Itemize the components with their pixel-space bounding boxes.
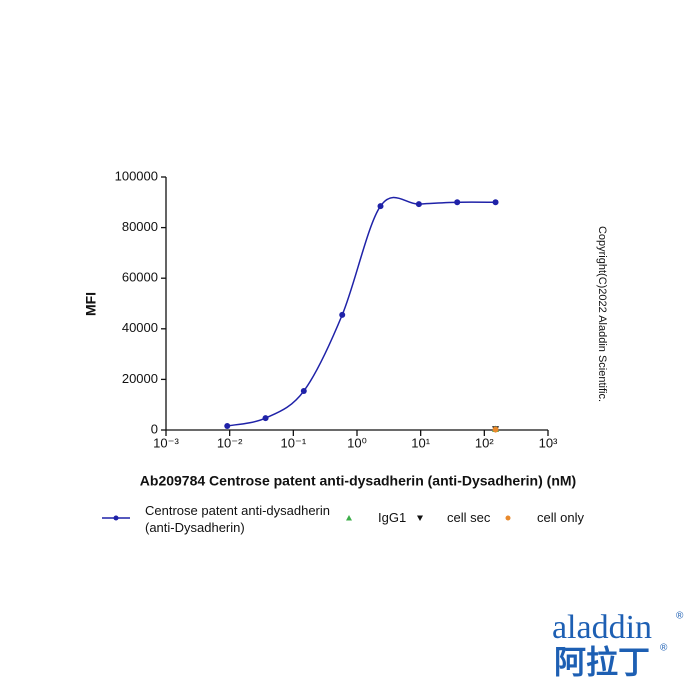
y-tick-label: 80000 [122, 219, 158, 234]
x-tick-label: 10⁰ [347, 435, 367, 450]
legend-label: cell only [537, 510, 584, 525]
y-tick-label: 20000 [122, 371, 158, 386]
legend-marker [417, 515, 423, 521]
x-tick-label: 10⁻³ [153, 435, 179, 450]
point [300, 388, 307, 395]
legend-marker [113, 515, 119, 521]
point [377, 203, 384, 210]
x-tick-label: 10² [475, 435, 494, 450]
y-axis-label: MFI [83, 292, 99, 316]
x-tick-label: 10⁻² [217, 435, 243, 450]
point [454, 199, 461, 206]
y-tick-label: 0 [151, 421, 158, 436]
x-axis-label: Ab209784 Centrose patent anti-dysadherin… [140, 473, 576, 489]
copyright: Copyright(C)2022 Aladdin Scientific. [596, 226, 608, 402]
point [224, 422, 231, 429]
legend-label: IgG1 [378, 510, 407, 525]
legend-marker [505, 515, 511, 521]
y-tick-label: 100000 [115, 168, 158, 183]
x-tick-label: 10¹ [411, 435, 430, 450]
point [492, 426, 499, 433]
fit-curve [227, 196, 496, 427]
point [262, 415, 269, 422]
point [339, 311, 346, 318]
logo-reg: ® [676, 611, 684, 622]
point [492, 199, 499, 206]
logo-reg-cn: ® [660, 643, 668, 654]
y-tick-label: 40000 [122, 320, 158, 335]
y-tick-label: 60000 [122, 270, 158, 285]
logo-text: aladdin [552, 609, 652, 646]
legend-marker [346, 515, 352, 521]
point [415, 201, 422, 208]
x-tick-label: 10³ [539, 435, 558, 450]
x-tick-label: 10⁻¹ [281, 435, 307, 450]
legend-label: cell sec [447, 510, 491, 525]
logo-cn: 阿拉丁 [554, 643, 650, 681]
legend-label: Centrose patent anti-dysadherin (anti-Dy… [145, 503, 331, 535]
